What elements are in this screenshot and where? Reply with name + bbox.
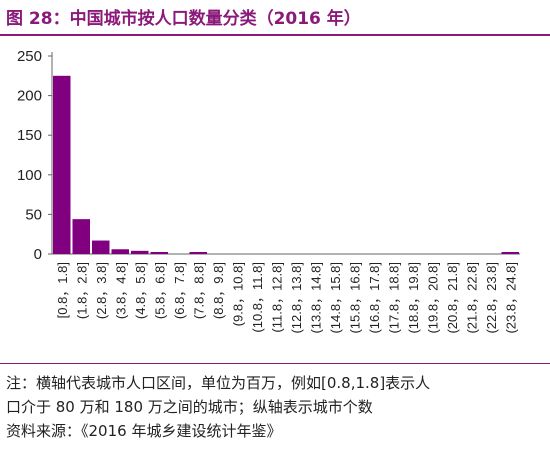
figure-header: 图 28：中国城市按人口数量分类（2016 年） <box>0 0 550 36</box>
source-line: 资料来源：《2016 年城乡建设统计年鉴》 <box>6 422 282 440</box>
note-line-1: 注：横轴代表城市人口区间，单位为百万，例如[0.8,1.8]表示人 <box>6 374 431 392</box>
x-tick-label: (12.8，13.8] <box>289 262 304 334</box>
x-tick-label: (16.8，17.8] <box>367 262 382 334</box>
x-tick-label: (22.8，23.8] <box>484 262 499 334</box>
title-divider <box>0 34 550 36</box>
x-tick-label: (19.8，20.8] <box>425 262 440 334</box>
bar <box>72 219 90 254</box>
x-tick-label: (5.8，6.8] <box>152 262 167 319</box>
bar <box>189 252 207 254</box>
x-tick-label: (9.8，10.8] <box>230 262 245 326</box>
x-tick-label: (18.8，19.8] <box>406 262 421 334</box>
x-tick-label: (15.8，16.8] <box>347 262 362 334</box>
x-tick-label: (1.8，2.8] <box>74 262 89 319</box>
x-tick-label: (6.8，7.8] <box>172 262 187 319</box>
y-tick-label: 250 <box>17 48 42 65</box>
bar-chart: 0 50 100 150 200 250 [0.8，1.8] (1.8，2.8] (2.8，3.… <box>17 48 520 334</box>
figure-notes: 注：横轴代表城市人口区间，单位为百万，例如[0.8,1.8]表示人 口介于 80… <box>6 371 546 443</box>
y-tick-label: 0 <box>34 246 42 263</box>
x-tick-label: (21.8，22.8] <box>464 262 479 334</box>
x-tick-label: (2.8，3.8] <box>94 262 109 319</box>
x-tick-label: [0.8，1.8] <box>55 262 70 318</box>
x-tick-label: (10.8，11.8] <box>250 262 265 333</box>
x-tick-label: (13.8，14.8] <box>308 262 323 334</box>
x-tick-label: (17.8，18.8] <box>386 262 401 334</box>
y-tick-label: 50 <box>25 206 42 223</box>
x-tick-label: (14.8，15.8] <box>328 262 343 334</box>
y-tick-label: 200 <box>17 88 42 105</box>
x-tick-label: (20.8，21.8] <box>445 262 460 334</box>
x-tick-label: (7.8，8.8] <box>191 262 206 319</box>
x-tick-label: (23.8，24.8] <box>503 262 518 334</box>
notes-divider <box>0 363 550 364</box>
x-tick-label: (11.8，12.8] <box>269 262 284 333</box>
x-tick-label: (4.8，5.8] <box>133 262 148 319</box>
y-tick-label: 150 <box>17 127 42 144</box>
y-tick-label: 100 <box>17 167 42 184</box>
figure-title: 图 28：中国城市按人口数量分类（2016 年） <box>6 9 361 29</box>
note-line-2: 口介于 80 万和 180 万之间的城市；纵轴表示城市个数 <box>6 398 373 416</box>
bar <box>150 252 168 254</box>
x-tick-label: (8.8，9.8] <box>211 262 226 319</box>
bar <box>131 250 149 254</box>
bar <box>111 249 129 254</box>
bar <box>53 75 71 254</box>
bar <box>92 240 110 254</box>
bar <box>501 252 519 254</box>
x-tick-label: (3.8，4.8] <box>113 262 128 319</box>
